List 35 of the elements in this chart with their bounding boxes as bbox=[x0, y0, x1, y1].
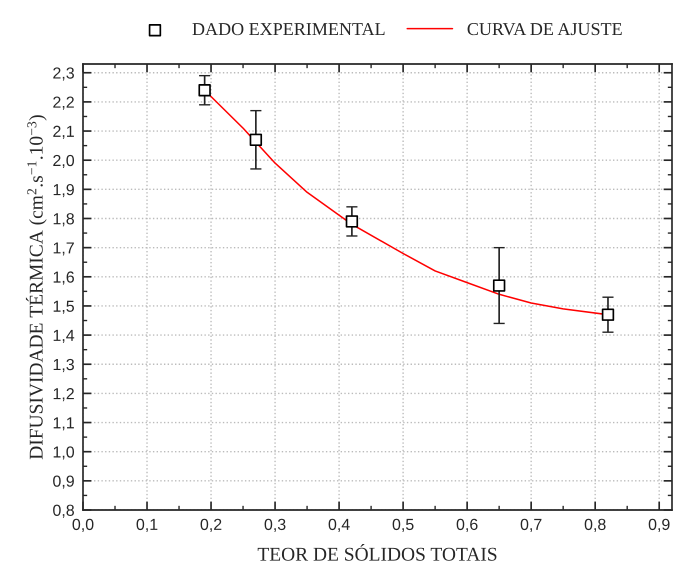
x-tick-label: 0,7 bbox=[520, 518, 542, 532]
y-tick-label: 2,3 bbox=[53, 67, 74, 81]
legend-label: CURVA DE AJUSTE bbox=[468, 23, 622, 36]
x-tick-label: 0,4 bbox=[328, 518, 350, 532]
y-tick-label: 2,2 bbox=[53, 96, 74, 110]
x-tick-label: 0,8 bbox=[584, 518, 606, 532]
x-tick-label: 0,5 bbox=[392, 518, 414, 532]
y-tick-label: 1,3 bbox=[54, 358, 74, 372]
y-tick-label: 0,9 bbox=[53, 475, 74, 489]
x-tick-label: 0,3 bbox=[264, 518, 286, 532]
point bbox=[198, 84, 211, 96]
y-tick-label: 2,0 bbox=[53, 154, 74, 168]
x-tick-label: 0,2 bbox=[200, 518, 222, 532]
y-tick-label: 1,8 bbox=[54, 213, 74, 226]
y-tick-label: 1,7 bbox=[54, 242, 74, 256]
x-axis-title: TEOR DE SÓLIDOS TOTAIS bbox=[258, 544, 496, 561]
x-tick-label: 0,6 bbox=[456, 518, 478, 532]
y-tick-label: 1,5 bbox=[54, 300, 74, 314]
y-tick-label: 1,6 bbox=[54, 271, 74, 285]
y-tick-label: 1,1 bbox=[54, 417, 74, 430]
point bbox=[492, 279, 506, 292]
point bbox=[602, 308, 614, 321]
y-axis-title: DIFUSIVIDADE TÉRMICA (cm$^{2}$.s$^{−1}$.10$^{−3}$) bbox=[26, 115, 47, 460]
x-tick-label: 0,9 bbox=[648, 518, 670, 532]
y-tick-label: 1,9 bbox=[54, 184, 74, 198]
point bbox=[346, 215, 358, 228]
y-tick-label: 1,0 bbox=[54, 446, 74, 460]
point bbox=[250, 134, 262, 146]
x-tick-label: 0,1 bbox=[136, 518, 158, 532]
y-tick-label: 2,1 bbox=[53, 126, 74, 139]
y-tick-label: 0,8 bbox=[53, 504, 74, 518]
y-tick-label: 1,2 bbox=[54, 388, 74, 402]
x-tick-label: 0,0 bbox=[72, 518, 94, 532]
legend-label: DADO EXPERIMENTAL bbox=[192, 23, 385, 36]
y-tick-label: 1,4 bbox=[54, 330, 74, 343]
